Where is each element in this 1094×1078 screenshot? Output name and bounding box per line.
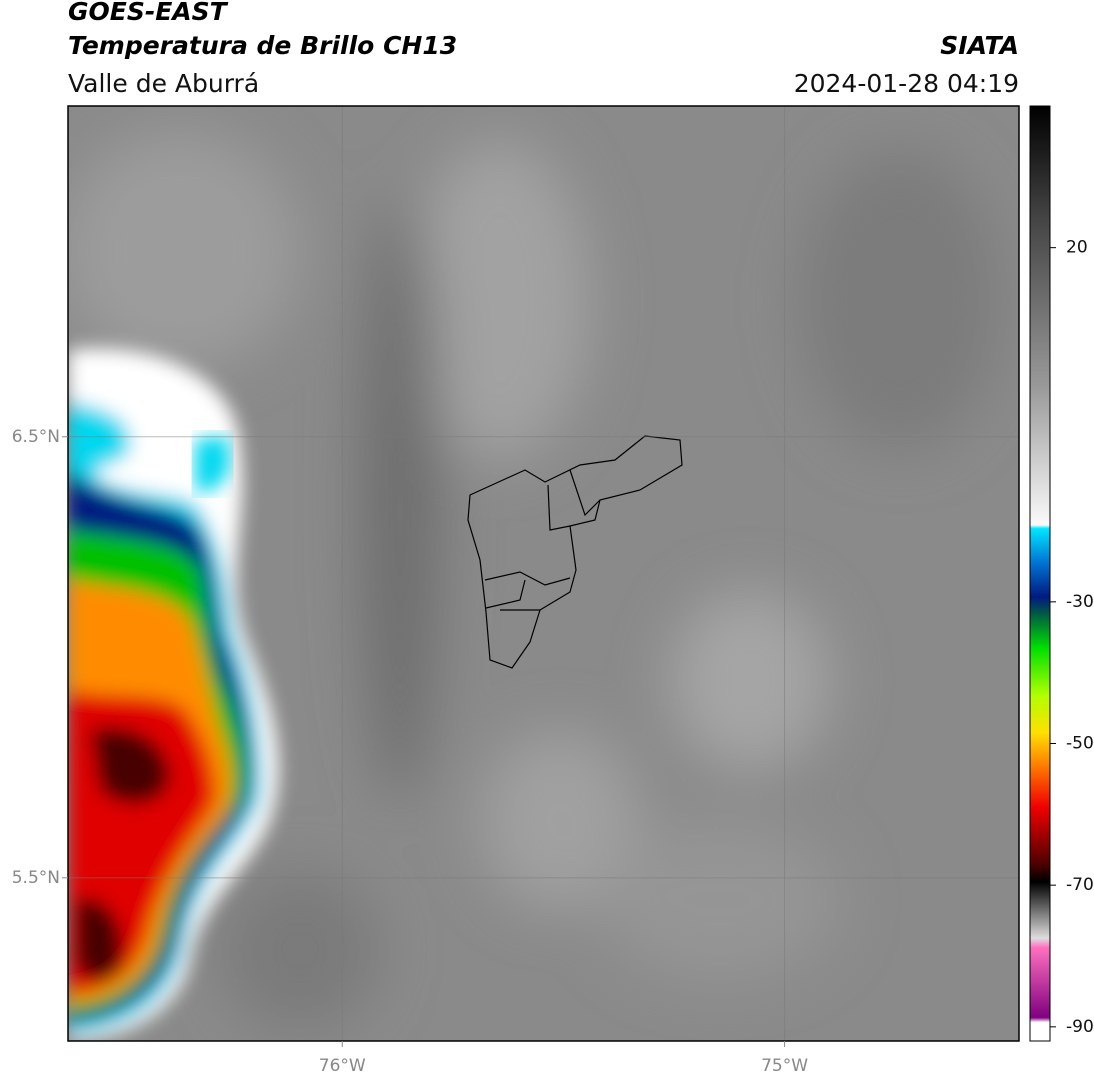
x-tick-label: 75°W bbox=[761, 1056, 808, 1076]
colorbar bbox=[1029, 105, 1051, 1042]
colorbar-tick-label: -70 bbox=[1066, 875, 1094, 895]
map-frame bbox=[67, 105, 1020, 1042]
datetime: 2024-01-28 04:19 bbox=[794, 69, 1019, 98]
satellite-image bbox=[68, 106, 1019, 1041]
colorbar-tick-label: -30 bbox=[1066, 592, 1094, 612]
grid bbox=[68, 106, 1019, 1041]
x-tick-label: 76°W bbox=[319, 1056, 366, 1076]
subtitle: Temperatura de Brillo CH13 bbox=[68, 31, 457, 60]
source: SIATA bbox=[940, 31, 1019, 60]
colorbar-tick-label: 20 bbox=[1066, 238, 1088, 258]
title: GOES-EAST bbox=[68, 0, 229, 26]
colorbar-tick-label: -90 bbox=[1066, 1017, 1094, 1037]
region: Valle de Aburrá bbox=[68, 69, 259, 98]
y-tick-label: 6.5°N bbox=[12, 427, 60, 447]
colorbar-tick-label: -50 bbox=[1066, 734, 1094, 754]
y-tick-label: 5.5°N bbox=[12, 868, 60, 888]
